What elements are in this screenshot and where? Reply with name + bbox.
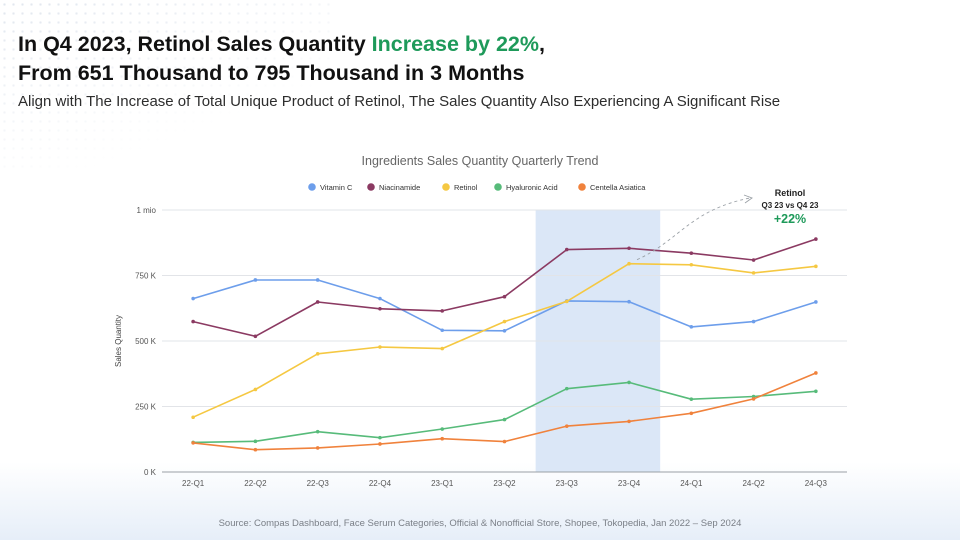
legend-label: Retinol	[454, 183, 478, 192]
annotation-arrow	[636, 197, 751, 261]
data-point	[689, 262, 694, 267]
data-point	[378, 435, 382, 440]
data-point	[315, 446, 320, 450]
data-point	[253, 387, 258, 392]
dot-pattern-decoration	[0, 0, 330, 170]
data-point	[502, 294, 507, 299]
legend-marker	[367, 183, 375, 191]
data-point	[751, 397, 756, 401]
legend-marker	[578, 183, 586, 191]
y-tick-label: 500 K	[135, 337, 157, 346]
headline-accent: Increase by 22%	[371, 32, 540, 56]
data-point	[191, 296, 195, 301]
bottom-gradient-band	[0, 462, 960, 540]
data-point	[564, 247, 569, 252]
data-point	[814, 237, 818, 241]
data-point	[502, 319, 507, 324]
data-point	[564, 424, 569, 428]
data-point	[502, 417, 507, 422]
data-point	[253, 439, 258, 444]
x-tick-label: 22-Q1	[182, 479, 205, 488]
data-point	[315, 278, 320, 282]
y-tick-label: 250 K	[135, 403, 157, 412]
legend-label: Niacinamide	[379, 183, 420, 192]
data-point	[564, 299, 569, 304]
data-point	[689, 251, 694, 256]
data-point	[378, 296, 382, 301]
data-point	[751, 319, 756, 324]
x-tick-label: 23-Q1	[431, 479, 454, 488]
data-point	[502, 328, 507, 333]
data-point	[440, 328, 445, 333]
headline-line1-suffix: ,	[539, 32, 545, 56]
data-point	[191, 441, 195, 445]
x-tick-label: 22-Q3	[307, 479, 330, 488]
chart-title: Ingredients Sales Quantity Quarterly Tre…	[362, 154, 599, 168]
data-point	[502, 439, 507, 444]
data-point	[689, 411, 694, 416]
legend-label: Vitamin C	[320, 183, 353, 192]
annotation-subtitle: Q3 23 vs Q4 23	[762, 201, 819, 210]
series-line-hyaluronic-acid	[193, 381, 816, 444]
data-point	[378, 345, 382, 349]
data-point	[378, 306, 382, 311]
data-point	[315, 352, 320, 356]
data-point	[814, 264, 818, 269]
data-point	[751, 271, 756, 275]
data-point	[814, 371, 818, 375]
annotation-value: +22%	[774, 212, 806, 226]
annotation-arrowhead	[743, 194, 753, 204]
data-point	[440, 346, 445, 351]
data-point	[814, 300, 818, 304]
x-tick-label: 23-Q2	[493, 479, 516, 488]
data-point	[627, 246, 631, 251]
data-point	[191, 319, 195, 324]
series-line-retinol	[192, 262, 816, 418]
x-tick-label: 23-Q3	[556, 479, 579, 488]
data-point	[440, 427, 445, 431]
data-point	[191, 415, 195, 420]
y-axis-title: Sales Quantity	[114, 315, 123, 367]
data-point	[378, 442, 382, 446]
data-point	[627, 419, 631, 424]
y-tick-label: 1 mio	[136, 206, 156, 215]
legend-marker	[494, 183, 502, 191]
legend-marker	[442, 183, 450, 191]
headline-line2: From 651 Thousand to 795 Thousand in 3 M…	[18, 61, 525, 85]
x-tick-label: 22-Q2	[244, 479, 267, 488]
data-point	[627, 261, 631, 266]
data-point	[253, 278, 258, 282]
x-tick-label: 22-Q4	[369, 479, 392, 488]
data-point	[627, 380, 631, 385]
data-point	[440, 436, 445, 441]
data-point	[814, 389, 818, 394]
x-tick-label: 24-Q1	[680, 479, 703, 488]
headline-line1-prefix: In Q4 2023, Retinol Sales Quantity	[18, 32, 372, 56]
legend-label: Centella Asiatica	[590, 183, 646, 192]
data-point	[689, 397, 694, 401]
series-line-centella-asiatica	[193, 372, 817, 451]
page-subtitle: Align with The Increase of Total Unique …	[18, 93, 781, 110]
data-point	[689, 325, 694, 329]
data-point	[564, 386, 569, 391]
data-point	[315, 300, 320, 304]
x-tick-label: 24-Q2	[742, 479, 765, 488]
data-point	[751, 258, 756, 262]
data-point	[627, 299, 631, 304]
data-point	[315, 429, 320, 434]
page-headline: In Q4 2023, Retinol Sales Quantity Incre…	[18, 30, 545, 88]
data-point	[253, 334, 258, 339]
legend-label: Hyaluronic Acid	[506, 183, 558, 192]
x-tick-label: 24-Q3	[805, 479, 828, 488]
annotation-title: Retinol	[775, 188, 806, 198]
y-tick-label: 750 K	[135, 272, 157, 281]
data-point	[253, 447, 258, 452]
legend-marker	[308, 183, 316, 191]
source-note: Source: Compas Dashboard, Face Serum Cat…	[218, 518, 742, 529]
y-tick-label: 0 K	[144, 468, 157, 477]
x-tick-label: 23-Q4	[618, 479, 641, 488]
data-point	[440, 309, 445, 313]
